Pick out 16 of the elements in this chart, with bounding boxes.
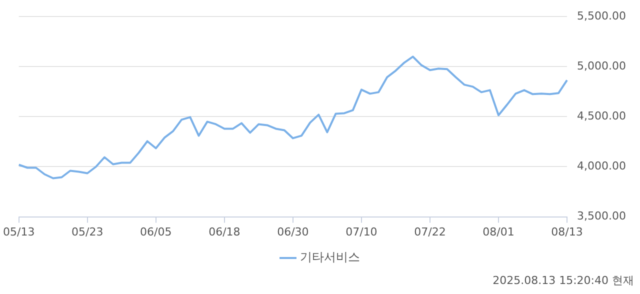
x-tick-label: 08/13 xyxy=(551,225,583,238)
x-tick-label: 07/22 xyxy=(414,225,446,238)
x-tick-label: 06/05 xyxy=(140,225,172,238)
y-tick-label: 5,500.00 xyxy=(577,9,626,22)
x-tick-label: 06/18 xyxy=(208,225,240,238)
y-tick-label: 4,500.00 xyxy=(577,110,626,123)
x-tick-label: 06/30 xyxy=(277,225,309,238)
y-tick-label: 5,000.00 xyxy=(577,60,626,73)
x-tick-label: 05/23 xyxy=(72,225,104,238)
x-tick-label: 05/13 xyxy=(3,225,35,238)
text: 2025.08.13 15:20:40 현재 xyxy=(492,273,634,288)
legend-label: 기타서비스 xyxy=(300,250,360,264)
x-tick-label: 07/10 xyxy=(346,225,378,238)
y-tick-label: 4,000.00 xyxy=(577,160,626,173)
x-tick-label: 08/01 xyxy=(482,225,514,238)
y-tick-label: 3,500.00 xyxy=(577,210,626,223)
